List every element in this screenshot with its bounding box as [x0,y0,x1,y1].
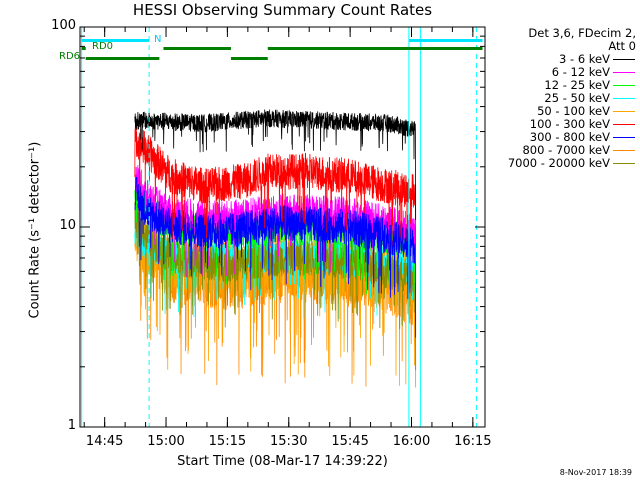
flag-label-n: N [154,34,162,45]
legend-label: 3 - 6 keV [559,52,610,66]
legend-label: 300 - 800 keV [529,130,610,144]
series-line-3-6-keV [134,109,417,220]
legend-swatch [613,59,635,60]
legend-item: 7000 - 20000 keV [490,157,636,170]
legend-label: 25 - 50 keV [544,91,610,105]
y-axis-label: Count Rate (s⁻¹ detector⁻¹) [27,141,43,319]
legend-item: 25 - 50 keV [490,92,636,105]
x-tick-label: 16:15 [454,434,492,449]
legend-item: 800 - 7000 keV [490,144,636,157]
series-line-300-800-keV [134,176,417,338]
legend-swatch [613,163,635,164]
legend-label: 800 - 7000 keV [522,143,610,157]
legend-item: 12 - 25 keV [490,79,636,92]
flag-bar-rd0-1 [163,47,231,50]
x-tick-label: 15:00 [147,434,185,449]
legend-label: 12 - 25 keV [544,78,610,92]
x-tick-label: 15:45 [331,434,369,449]
y-tick-label: 10 [59,218,76,233]
legend-item: 100 - 300 keV [490,118,636,131]
legend: Det 3,6, FDecim 2, Att 0 3 - 6 keV 6 - 12… [490,27,636,170]
legend-item: 6 - 12 keV [490,66,636,79]
chart-title: HESSI Observing Summary Count Rates [132,1,433,19]
series-line-100-300-keV [134,122,417,283]
flag-label-rd6: RD6 [59,51,81,62]
y-tick-label: 1 [67,418,76,433]
flag-bar-rd0-2 [267,47,483,50]
legend-header-line-1: Det 3,6, FDecim 2, [528,26,636,40]
legend-label: 50 - 100 keV [537,104,610,118]
x-axis-label: Start Time (08-Mar-17 14:39:22) [177,454,388,469]
flag-bar-rd0-0 [81,47,86,50]
y-tick-label: 100 [51,18,76,33]
flag-bar-n-1 [408,39,483,42]
legend-swatch [613,150,635,151]
legend-label: 100 - 300 keV [529,117,610,131]
x-tick-label: 15:30 [270,434,308,449]
legend-swatch [613,137,635,138]
flag-label-rd0: RD0 [92,41,114,52]
legend-swatch [613,72,635,73]
x-tick-label: 16:00 [392,434,431,449]
legend-label: 7000 - 20000 keV [507,156,610,170]
legend-item: 300 - 800 keV [490,131,636,144]
x-tick-label: 15:15 [208,434,247,449]
legend-item: 50 - 100 keV [490,105,636,118]
flag-bar-rd6-0 [85,57,160,60]
legend-swatch [613,85,635,86]
x-tick-label: 14:45 [85,434,124,449]
flag-bar-rd6-1 [230,57,268,60]
legend-swatch [613,111,635,112]
flag-bar-n-0 [81,39,150,42]
timestamp: 8-Nov-2017 18:39 [559,468,632,477]
legend-swatch [613,124,635,125]
legend-item: 3 - 6 keV [490,53,636,66]
legend-swatch [613,98,635,99]
legend-header-line-2: Att 0 [608,39,636,53]
legend-label: 6 - 12 keV [551,65,610,79]
